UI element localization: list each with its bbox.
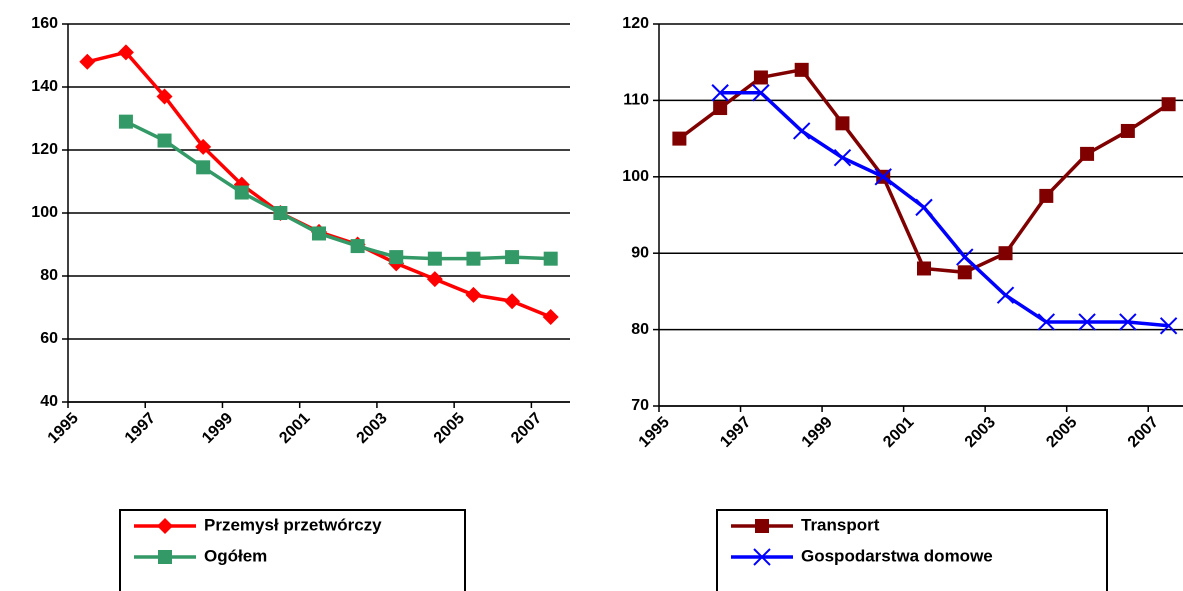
legend-marker (753, 548, 771, 566)
marker (542, 308, 559, 325)
marker (426, 271, 443, 288)
x-tick-label: 2007 (508, 410, 545, 447)
marker (427, 251, 442, 266)
x-tick-label: 1999 (799, 414, 836, 451)
x-tick-label: 2003 (354, 410, 391, 447)
y-tick-label: 110 (623, 92, 649, 109)
marker (1119, 313, 1137, 331)
marker (1037, 313, 1056, 331)
marker (998, 246, 1013, 261)
y-tick-label: 120 (622, 15, 649, 32)
series-line (86, 50, 552, 319)
marker (1080, 146, 1095, 161)
legend-marker (157, 518, 173, 534)
x-tick-label: 1997 (717, 414, 754, 451)
marker (1078, 313, 1096, 331)
marker (752, 84, 770, 102)
marker (996, 286, 1015, 304)
marker (350, 239, 365, 254)
x-tick-label: 1995 (636, 414, 673, 451)
marker (466, 251, 481, 266)
legend-box (119, 509, 466, 591)
marker (711, 84, 729, 102)
y-tick-label: 160 (31, 15, 58, 32)
marker (118, 114, 133, 129)
y-tick-label: 90 (631, 244, 649, 261)
marker (156, 88, 173, 105)
marker (957, 265, 972, 280)
marker (874, 168, 892, 186)
legend-label: Przemysł przetwórczy (204, 515, 382, 534)
series-line (125, 120, 551, 261)
marker (1161, 97, 1176, 112)
marker (504, 293, 521, 310)
marker (1120, 123, 1135, 138)
marker (833, 148, 852, 167)
marker (1039, 188, 1054, 203)
marker (505, 250, 520, 265)
marker (917, 261, 931, 276)
x-tick-label: 2001 (880, 414, 917, 451)
marker (79, 53, 96, 70)
marker (196, 160, 211, 175)
x-tick-label: 2001 (276, 410, 313, 447)
x-tick-label: 2003 (962, 414, 999, 451)
marker (1159, 317, 1178, 335)
y-tick-label: 100 (31, 204, 58, 221)
marker (792, 122, 811, 140)
marker (543, 251, 558, 266)
y-tick-label: 80 (631, 321, 649, 338)
legend-label: Transport (801, 515, 880, 534)
legend-label: Gospodarstwa domowe (801, 546, 993, 565)
y-tick-label: 70 (631, 397, 649, 414)
y-tick-label: 100 (622, 168, 649, 185)
x-tick-label: 2005 (1043, 414, 1080, 451)
y-tick-label: 40 (40, 393, 58, 410)
x-tick-label: 2005 (431, 410, 468, 447)
legend-box (716, 509, 1108, 591)
x-tick-label: 2007 (1125, 414, 1162, 451)
marker (794, 62, 809, 77)
marker (835, 116, 850, 131)
legend-label: Ogółem (204, 546, 267, 565)
y-tick-label: 120 (31, 141, 58, 158)
marker (157, 133, 172, 148)
x-tick-label: 1999 (199, 410, 236, 447)
marker (713, 101, 728, 116)
marker (389, 250, 404, 265)
x-tick-label: 1997 (122, 410, 159, 447)
legend-marker (158, 550, 172, 564)
y-tick-label: 60 (40, 330, 58, 347)
marker (195, 138, 212, 155)
marker (956, 248, 974, 266)
marker (915, 198, 933, 217)
series-line (720, 91, 1169, 328)
marker (465, 286, 482, 303)
x-tick-label: 1995 (45, 410, 82, 447)
marker (312, 226, 326, 241)
marker (672, 131, 687, 146)
y-tick-label: 80 (40, 267, 58, 284)
marker (234, 185, 249, 200)
marker (273, 206, 288, 220)
marker (753, 70, 768, 85)
marker (117, 44, 134, 61)
y-tick-label: 140 (31, 78, 58, 95)
legend-marker (755, 519, 769, 533)
